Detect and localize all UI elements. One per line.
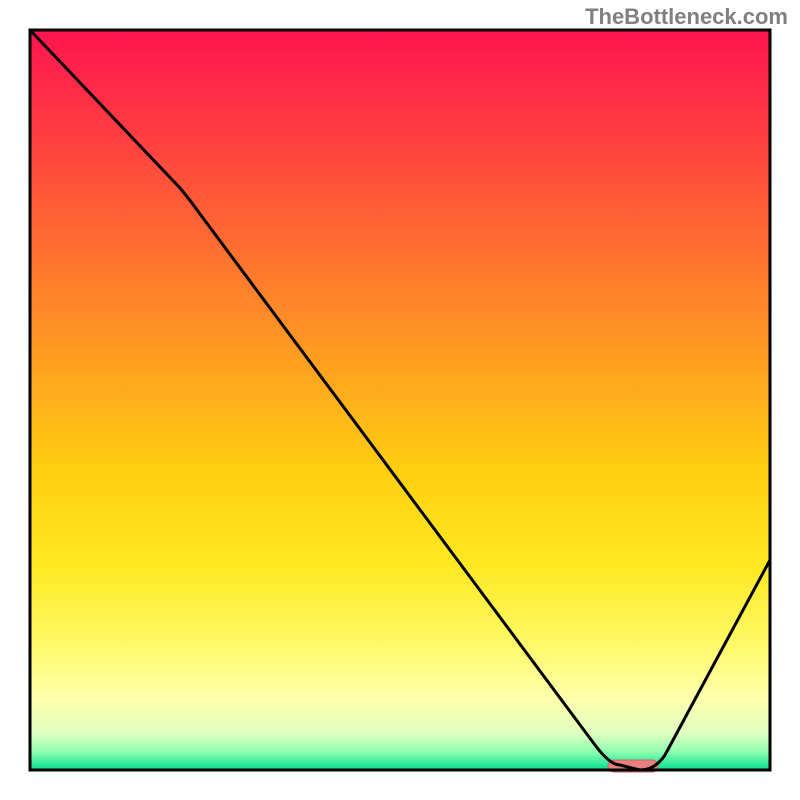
gradient-background — [30, 30, 770, 770]
chart-container — [0, 0, 800, 800]
watermark-text: TheBottleneck.com — [585, 4, 788, 30]
bottleneck-chart — [0, 0, 800, 800]
